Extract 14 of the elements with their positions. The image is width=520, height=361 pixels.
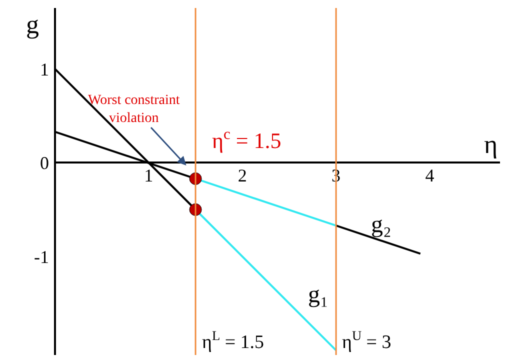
y-tick-label: -1 (34, 246, 49, 267)
annotation: g₁ (308, 282, 328, 308)
y-axis-title: g (26, 10, 39, 39)
x-axis-title: η (484, 130, 498, 159)
annotation: g₂ (371, 212, 392, 238)
x-tick-label: 1 (144, 166, 154, 186)
x-tick-label: 2 (238, 166, 247, 186)
x-tick-label: 4 (425, 166, 434, 186)
ref-line-label: η$^{L}$ = 1.5 (202, 328, 264, 353)
y-tick-label: 0 (40, 153, 49, 174)
y-tick-label: 1 (40, 59, 49, 80)
annotation: Worst constraint violation (88, 93, 180, 126)
ref-line-label: η$^{U}$ = 3 (342, 328, 392, 353)
annotation: η$^{c}$ = 1.5 (212, 126, 282, 154)
